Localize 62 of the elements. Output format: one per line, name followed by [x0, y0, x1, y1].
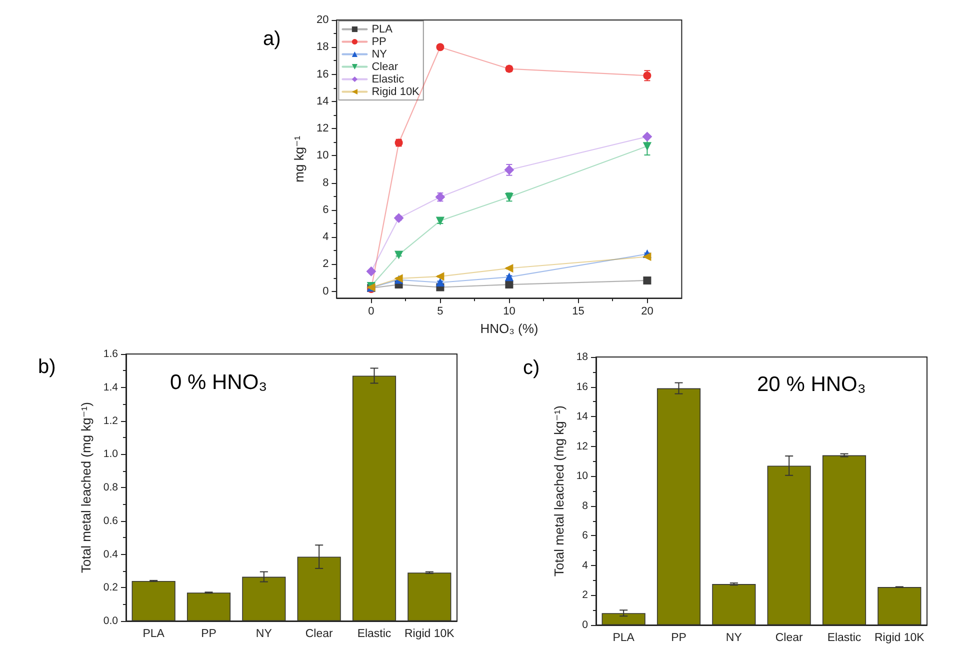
y-tick-label: 10	[576, 470, 588, 482]
y-axis-title: Total metal leached (mg kg⁻¹)	[551, 406, 566, 576]
y-tick-label: 8	[322, 176, 329, 189]
y-tick-label: 10	[316, 150, 329, 162]
x-tick-label: 0	[368, 306, 374, 318]
x-tick-label: PLA	[142, 628, 165, 640]
y-tick-label: 0	[582, 619, 588, 631]
y-tick-label: 2	[582, 589, 588, 602]
x-tick-label: NY	[726, 632, 742, 644]
y-tick-label: 12	[576, 440, 588, 452]
x-tick-label: PP	[671, 632, 687, 644]
legend-label: Clear	[372, 60, 398, 73]
legend-label: PP	[372, 36, 386, 48]
x-tick-label: Elastic	[357, 628, 392, 640]
y-tick-label: 1.0	[103, 448, 118, 460]
y-tick-label: 4	[582, 559, 588, 572]
y-tick-label: 16	[316, 68, 329, 80]
y-tick-label: 4	[322, 231, 329, 244]
legend-label: PLA	[372, 23, 394, 36]
x-tick-label: NY	[256, 628, 272, 640]
x-tick-label: 15	[572, 306, 584, 318]
y-tick-label: 8	[582, 500, 588, 512]
annotation: 20 % HNO₃	[757, 373, 866, 396]
x-tick-label: 5	[437, 306, 444, 318]
y-tick-label: 0.4	[103, 548, 118, 560]
legend-label: Rigid 10K	[372, 86, 420, 98]
legend-label: NY	[372, 48, 388, 60]
y-tick-label: 20	[316, 14, 329, 26]
y-tick-label: 16	[576, 380, 588, 393]
y-axis-title: Total metal leached (mg kg⁻¹)	[78, 402, 94, 573]
x-tick-label: Rigid 10K	[404, 628, 455, 640]
x-tick-label: Rigid 10K	[874, 632, 925, 644]
annotation: 0 % HNO₃	[170, 371, 268, 394]
y-tick-label: 0.2	[103, 582, 118, 594]
y-tick-label: 14	[576, 410, 588, 423]
x-tick-label: 10	[503, 306, 516, 318]
y-tick-label: 14	[316, 95, 329, 108]
legend-label: Elastic	[372, 73, 405, 86]
y-axis-title: mg kg⁻¹	[292, 135, 307, 182]
y-tick-label: 1.2	[103, 414, 118, 427]
x-tick-label: Clear	[305, 628, 333, 640]
x-axis-title: HNO₃ (%)	[480, 321, 538, 336]
x-tick-label: PLA	[612, 632, 635, 644]
y-tick-label: 1.6	[103, 348, 118, 360]
x-tick-label: PP	[201, 628, 217, 640]
y-tick-label: 6	[322, 204, 329, 216]
x-tick-label: Clear	[775, 632, 803, 644]
y-tick-label: 6	[582, 530, 588, 542]
y-tick-label: 0.8	[103, 482, 118, 494]
x-tick-label: 20	[641, 306, 654, 318]
chart-title: c)	[523, 357, 540, 379]
y-tick-label: 0.6	[103, 514, 118, 527]
y-tick-label: 1.4	[103, 381, 118, 394]
y-tick-label: 0	[322, 285, 329, 298]
y-tick-label: 18	[576, 351, 588, 363]
chart-title: a)	[263, 28, 281, 50]
y-tick-label: 18	[316, 41, 329, 54]
x-tick-label: Elastic	[827, 632, 862, 644]
y-tick-label: 12	[316, 122, 329, 135]
y-tick-label: 2	[322, 258, 329, 270]
chart-title: b)	[38, 356, 56, 378]
y-tick-label: 0.0	[103, 615, 118, 627]
